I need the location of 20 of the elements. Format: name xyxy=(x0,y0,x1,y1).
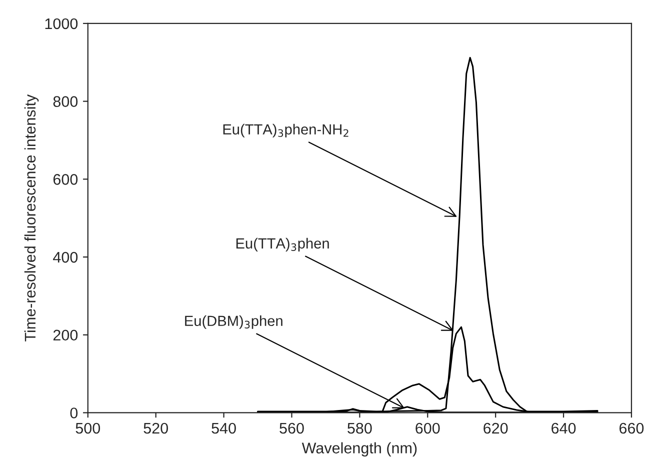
x-tick-label: 620 xyxy=(484,422,508,434)
x-tick-label: 640 xyxy=(552,422,576,434)
x-tick-label: 540 xyxy=(212,422,236,434)
y-axis-title: Time-resolved fluorescence intensity xyxy=(24,94,39,342)
x-axis-title: Wavelength (nm) xyxy=(302,442,417,456)
y-tick-label: 0 xyxy=(70,408,78,418)
annotation: Eu(DBM)$_{3}$phen xyxy=(185,315,282,329)
annotation: Eu(TTA)$_{3}$phen xyxy=(236,238,329,252)
y-tick-label: 200 xyxy=(53,330,78,341)
x-tick-label: 600 xyxy=(416,422,440,434)
y-tick-label: 1000 xyxy=(45,18,78,30)
y-tick-label: 400 xyxy=(53,252,78,263)
y-tick-label: 600 xyxy=(53,174,78,185)
x-tick-label: 580 xyxy=(348,422,372,434)
x-tick-label: 500 xyxy=(76,422,100,434)
x-tick-label: 660 xyxy=(620,422,644,434)
y-tick-label: 800 xyxy=(53,96,78,107)
x-tick-label: 560 xyxy=(280,422,304,434)
x-tick-label: 520 xyxy=(144,422,168,434)
annotation: Eu(TTA)$_{3}$phen-NH$_{2}$ xyxy=(223,124,348,138)
